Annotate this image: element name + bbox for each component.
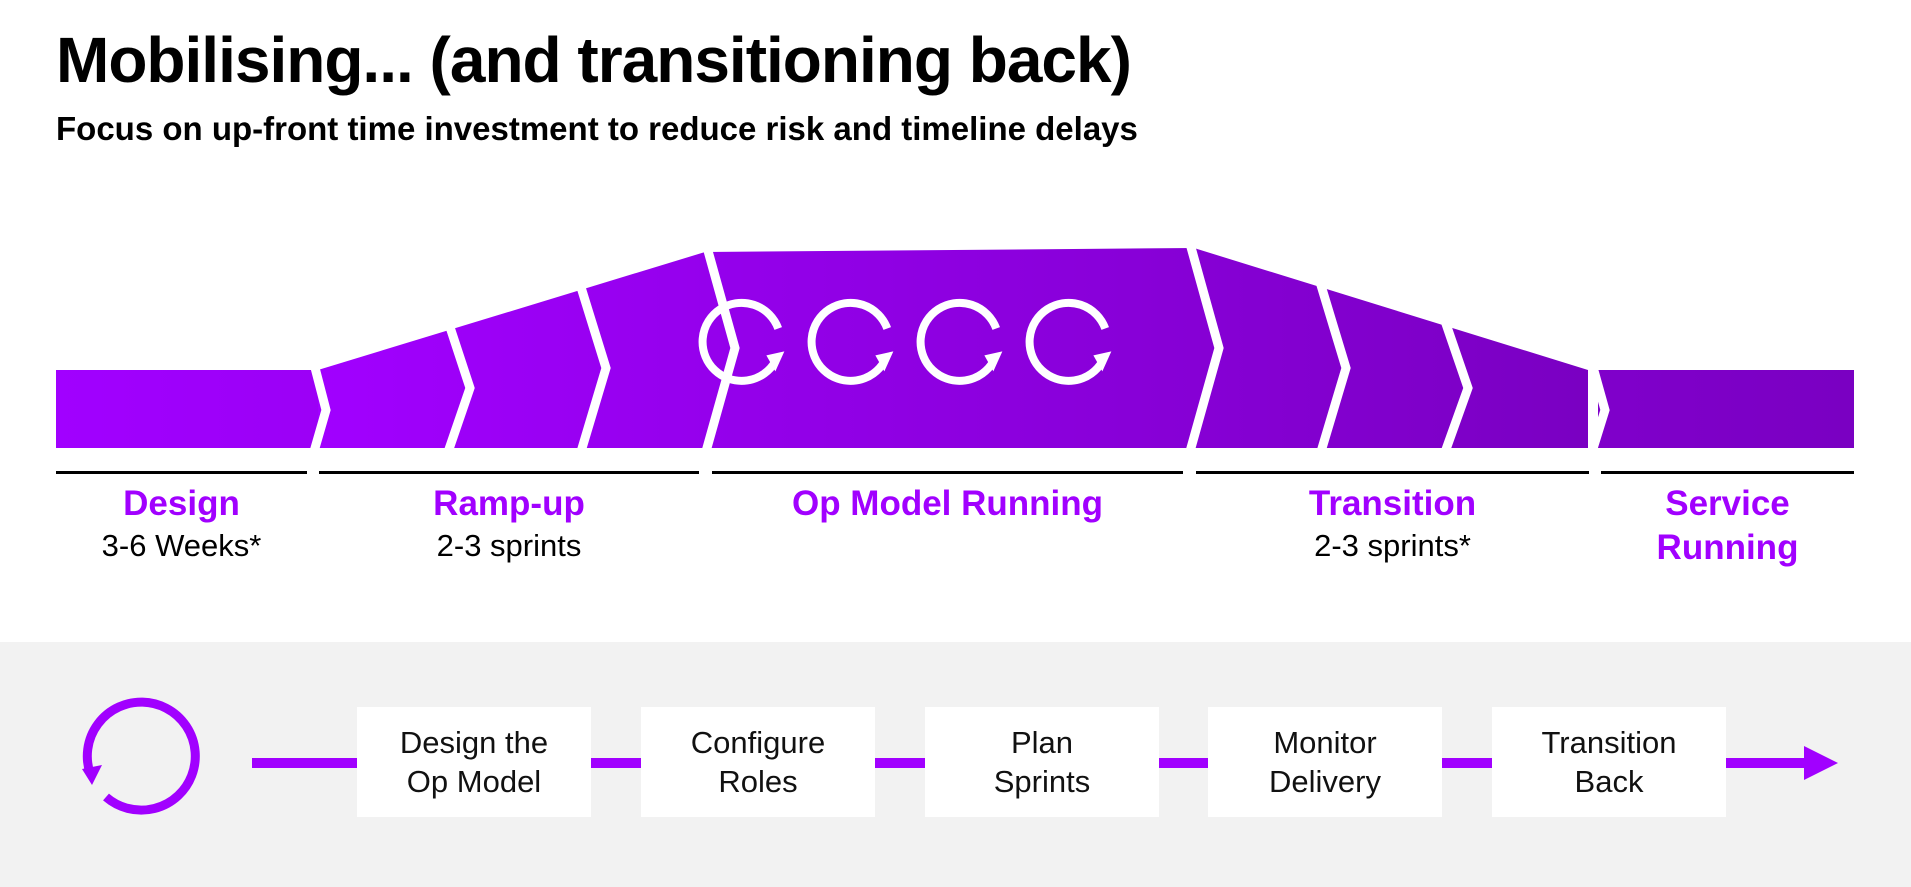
step-monitor-delivery: Monitor Delivery <box>1208 707 1442 817</box>
phase-service-running: Service Running <box>1601 482 1854 570</box>
arrow-right-icon <box>1804 746 1838 780</box>
step-configure-roles: Configure Roles <box>641 707 875 817</box>
phase-rule-design <box>56 471 307 474</box>
phase-transition: Transition 2-3 sprints* <box>1196 482 1589 566</box>
phase-band-rise <box>318 248 1588 448</box>
phase-duration: 2-3 sprints* <box>1314 528 1471 563</box>
cycle-icon <box>698 298 785 385</box>
phase-rule-service <box>1601 471 1854 474</box>
phase-rampup: Ramp-up 2-3 sprints <box>319 482 699 566</box>
chevron-separator <box>1315 280 1351 457</box>
cycle-icon <box>807 298 894 385</box>
cycle-icon <box>82 697 200 815</box>
page-title: Mobilising... (and transitioning back) <box>56 24 1132 96</box>
phase-rule-transition <box>1196 471 1589 474</box>
phase-op-model-running: Op Model Running <box>712 482 1183 526</box>
phase-duration: 2-3 sprints <box>436 528 582 563</box>
phase-rule-rampup <box>319 471 699 474</box>
chevron-separator <box>700 238 740 457</box>
phase-name: Transition <box>1308 484 1477 523</box>
phase-name: Design <box>123 484 240 523</box>
phase-flow-band <box>56 238 1854 457</box>
phase-name: Service Running <box>1656 484 1799 567</box>
step-design-op-model: Design the Op Model <box>357 707 591 817</box>
chevron-separator <box>575 282 611 457</box>
cycle-icon <box>916 298 1003 385</box>
phase-name: Op Model Running <box>791 484 1104 523</box>
phase-rule-op-model <box>712 471 1183 474</box>
chevron-separator <box>1439 316 1473 457</box>
phase-duration: 3-6 Weeks* <box>101 528 262 563</box>
chevron-separator <box>308 358 331 457</box>
step-plan-sprints: Plan Sprints <box>925 707 1159 817</box>
page-subtitle: Focus on up-front time investment to red… <box>56 110 1138 147</box>
cycle-icon <box>1025 298 1112 385</box>
chevron-separator <box>1184 238 1224 457</box>
phase-name: Ramp-up <box>433 484 585 523</box>
chevron-separator <box>442 316 475 457</box>
phase-design: Design 3-6 Weeks* <box>56 482 307 566</box>
step-transition-back: Transition Back <box>1492 707 1726 817</box>
